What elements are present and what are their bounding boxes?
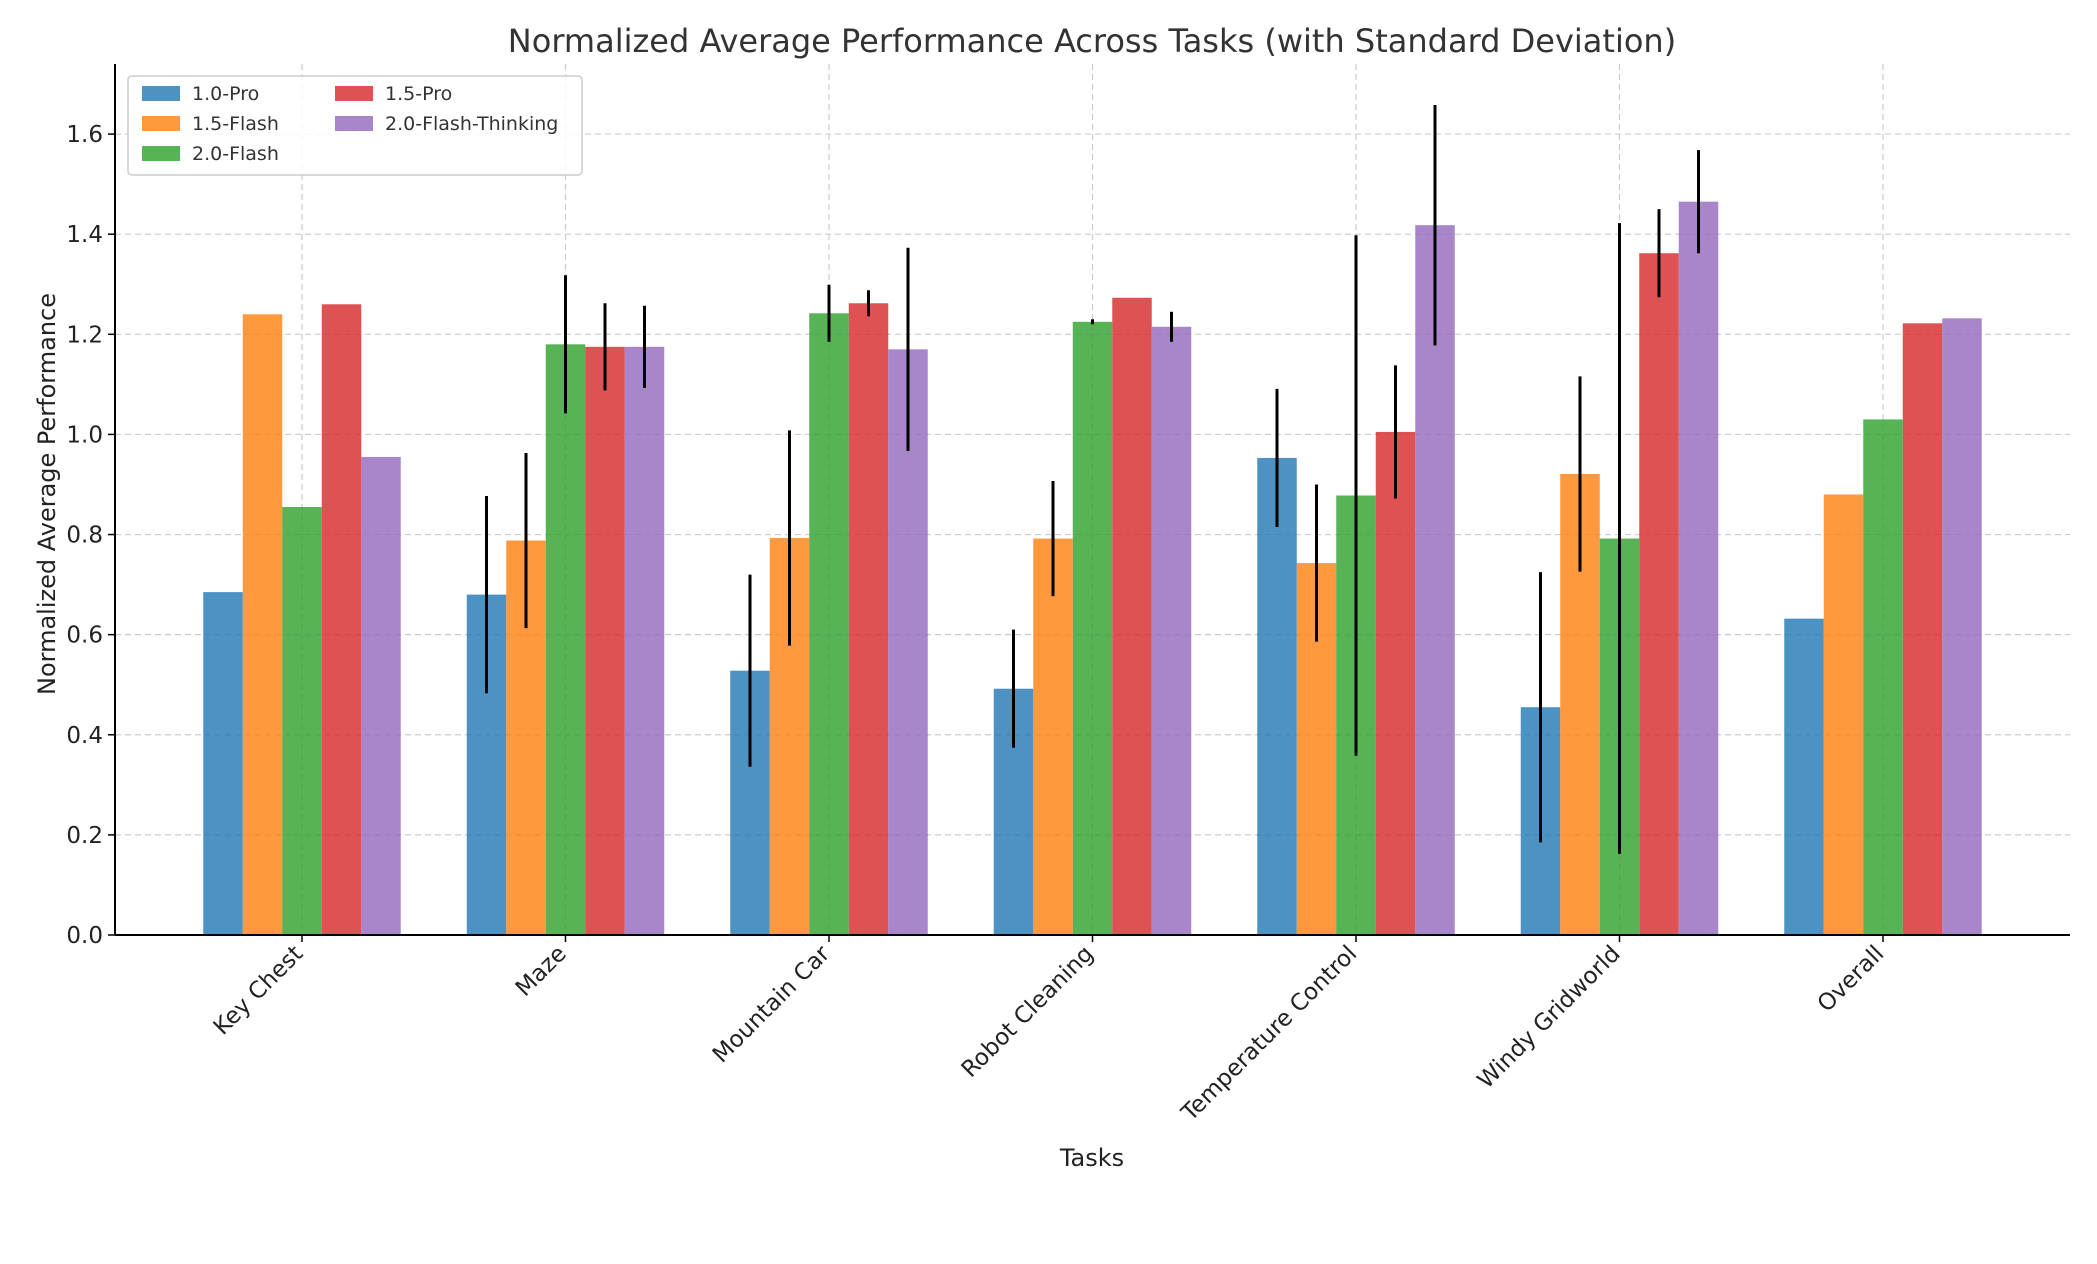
legend: 1.0-Pro 1.5-Flash 2.0-Flash 1.5-Pro 2.0-Flas…: [127, 75, 583, 176]
bar-2-0-flash-thinking-robot-cleaning: [1151, 326, 1192, 935]
bar-2-0-flash-thinking-overall: [1942, 318, 1982, 935]
bar-1-5-pro-overall: [1902, 323, 1943, 935]
bar-2-0-flash-robot-cleaning: [1072, 321, 1113, 935]
x-axis-label: Tasks: [1059, 1144, 1124, 1172]
chart-title: Normalized Average Performance Across Ta…: [508, 22, 1676, 60]
legend-label-2-0-flash-thinking: 2.0-Flash-Thinking: [385, 113, 558, 135]
bar-1-0-pro-temperature-control: [1257, 457, 1297, 935]
legend-label-1-5-pro: 1.5-Pro: [385, 83, 452, 105]
bar-1-5-flash-key-chest: [242, 314, 283, 935]
y-tick-label: 0.8: [66, 523, 103, 549]
x-tick-label-key-chest: Key Chest: [209, 941, 309, 1041]
y-tick-label: 1.0: [66, 422, 103, 448]
bar-1-5-pro-robot-cleaning: [1112, 297, 1152, 935]
bar-1-5-pro-temperature-control: [1375, 431, 1416, 935]
legend-swatch-2-0-flash: [142, 146, 180, 161]
bar-1-5-pro-key-chest: [321, 304, 362, 935]
bar-1-5-flash-robot-cleaning: [1033, 538, 1073, 935]
x-tick-label-maze: Maze: [511, 941, 572, 1002]
y-axis-label: Normalized Average Performance: [33, 293, 61, 695]
bar-2-0-flash-thinking-windy-gridworld: [1678, 201, 1719, 935]
bar-2-0-flash-thinking-key-chest: [361, 456, 401, 935]
y-tick-label: 0.0: [66, 923, 103, 949]
x-tick-label-temperature-control: Temperature Control: [1176, 941, 1362, 1127]
y-tick-label: 0.2: [66, 823, 103, 849]
y-ticks: 0.0 0.2 0.4 0.6 0.8 1.0 1.2 1.4 1.6: [66, 122, 115, 949]
bar-1-5-pro-mountain-car: [848, 303, 889, 935]
y-tick-label: 1.6: [66, 122, 103, 148]
bar-1-0-pro-overall: [1784, 618, 1824, 935]
x-tick-label-mountain-car: Mountain Car: [708, 940, 836, 1068]
legend-swatch-2-0-flash-thinking: [335, 116, 373, 131]
legend-swatch-1-5-flash: [142, 116, 180, 131]
y-tick-label: 0.6: [66, 623, 103, 649]
bar-1-5-pro-windy-gridworld: [1639, 253, 1679, 936]
x-tick-label-windy-gridworld: Windy Gridworld: [1473, 941, 1626, 1094]
bars: [203, 201, 1982, 936]
legend-swatch-1-5-pro: [335, 86, 373, 101]
bar-2-0-flash-thinking-maze: [624, 346, 665, 935]
bar-2-0-flash-key-chest: [282, 507, 322, 935]
y-tick-label: 1.4: [66, 222, 103, 248]
y-tick-label: 1.2: [66, 322, 103, 348]
x-tick-label-overall: Overall: [1813, 941, 1890, 1018]
bar-1-5-flash-overall: [1823, 494, 1864, 935]
bar-2-0-flash-overall: [1863, 419, 1903, 935]
bar-2-0-flash-maze: [545, 344, 586, 935]
x-ticks: Key Chest Maze Mountain Car Robot Cleaning T…: [209, 935, 1890, 1127]
x-tick-label-robot-cleaning: Robot Cleaning: [957, 941, 1099, 1083]
y-tick-label: 0.4: [66, 723, 103, 749]
legend-label-2-0-flash: 2.0-Flash: [192, 143, 279, 165]
bar-1-0-pro-key-chest: [203, 592, 243, 935]
bar-1-5-pro-maze: [585, 346, 625, 935]
legend-swatch-1-0-pro: [142, 86, 180, 101]
legend-label-1-0-pro: 1.0-Pro: [192, 83, 259, 105]
bar-2-0-flash-mountain-car: [809, 313, 849, 935]
error-bars: [485, 105, 1700, 854]
legend-label-1-5-flash: 1.5-Flash: [192, 113, 279, 135]
